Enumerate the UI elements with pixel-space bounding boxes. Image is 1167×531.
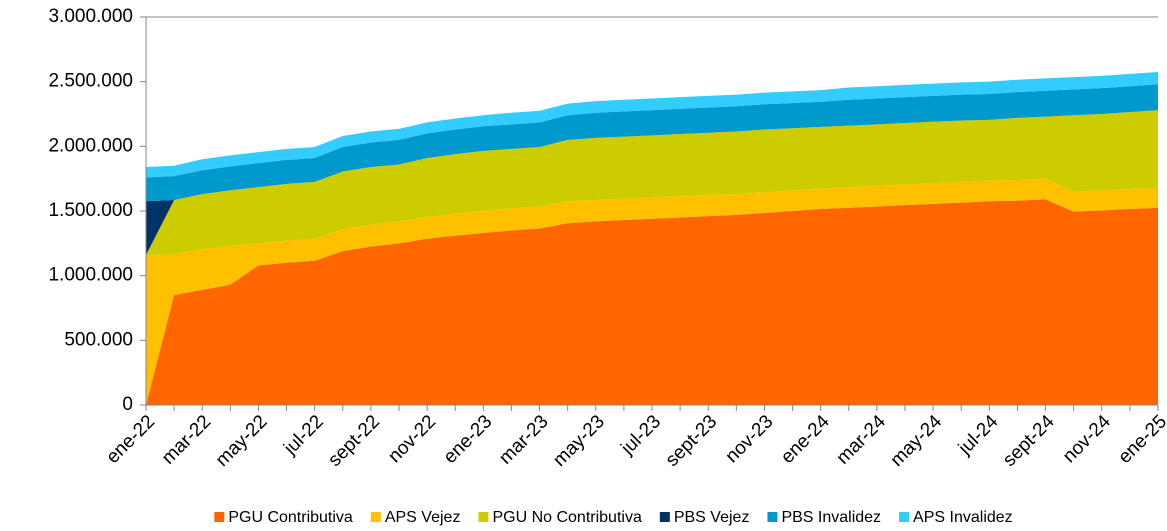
x-tick-label: nov-23 (722, 411, 778, 467)
x-tick-label: jul-23 (617, 411, 665, 459)
x-tick-label: ene-22 (102, 411, 159, 468)
plot-area (146, 71, 1158, 405)
x-tick-label: nov-24 (1059, 411, 1115, 467)
x-tick-label: may-22 (212, 411, 272, 471)
legend-label: PGU No Contributiva (492, 509, 641, 526)
area (146, 71, 1158, 178)
legend-label: APS Vejez (385, 509, 461, 526)
legend-swatch (899, 512, 910, 522)
legend-label: PBS Vejez (674, 509, 750, 526)
y-tick-label: 2.500.000 (48, 71, 133, 92)
area (146, 84, 1158, 202)
x-tick-label: ene-23 (440, 411, 497, 468)
legend: PGU Contributiva APS Vejez PGU No Contribu… (214, 509, 1013, 526)
x-tick-label: ene-24 (777, 411, 834, 468)
x-tick-label: mar-22 (158, 411, 215, 468)
legend-label: PGU Contributiva (228, 509, 353, 526)
area (146, 178, 1158, 405)
legend-swatch (767, 512, 778, 522)
y-tick-label: 1.000.000 (48, 265, 133, 286)
legend-swatch (214, 512, 225, 522)
x-tick-label: may-24 (887, 411, 947, 471)
x-tick-label: sept-24 (999, 411, 1059, 471)
legend-swatch (370, 512, 381, 522)
x-tick-label: mar-24 (833, 411, 891, 469)
x-tick-label: nov-22 (384, 411, 440, 467)
x-tick-label: jul-24 (954, 411, 1003, 460)
x-tick-label: jul-22 (279, 411, 327, 459)
legend-label: PBS Invalidez (781, 509, 881, 526)
y-tick-label: 3.000.000 (48, 6, 133, 27)
legend-swatch (478, 512, 489, 522)
legend-label: APS Invalidez (913, 509, 1013, 526)
area (146, 110, 1158, 255)
x-tick-label: mar-23 (495, 411, 552, 468)
y-tick-label: 2.000.000 (48, 135, 133, 156)
y-tick-label: 0 (122, 394, 133, 415)
legend-swatch (659, 512, 670, 522)
x-tick-label: may-23 (549, 411, 609, 471)
x-tick-label: ene-25 (1114, 411, 1167, 468)
y-tick-label: 1.500.000 (48, 200, 133, 221)
area (146, 199, 1158, 405)
x-tick-label: sept-23 (662, 411, 722, 471)
x-tick-label: sept-22 (324, 411, 384, 471)
y-tick-label: 500.000 (64, 329, 133, 350)
